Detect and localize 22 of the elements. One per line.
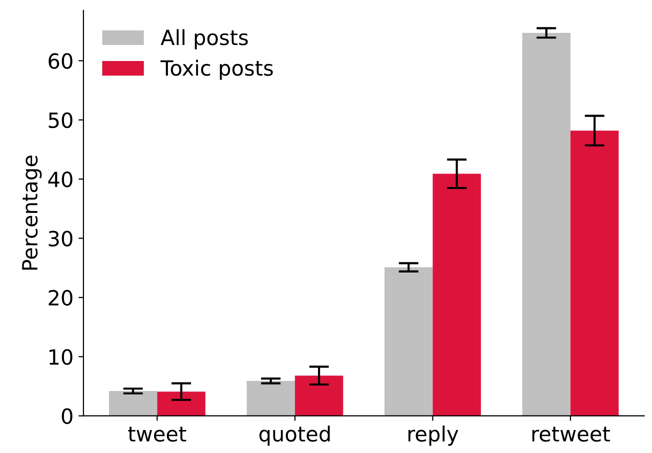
y-tick-label: 0 [62,408,72,424]
y-tick-label: 40 [48,172,72,188]
bar [522,32,570,416]
y-tick-label: 60 [48,53,72,69]
y-tick-label: 30 [48,230,72,246]
x-tick-label: reply [408,426,458,446]
legend-label: All posts [160,29,248,50]
bar [157,392,206,416]
bar [246,380,295,416]
y-tick-label: 10 [50,349,72,365]
y-axis-title: Percentage [22,156,42,270]
x-tick-label: tweet [128,426,186,442]
x-tick-label: quoted [259,426,330,446]
legend-label: Toxic posts [160,60,273,80]
x-tick-label: retweet [532,426,610,442]
y-tick-label: 50 [48,112,72,128]
bar [570,130,619,416]
bar [384,267,433,416]
y-tick-label: 20 [48,290,72,306]
bar [294,376,344,416]
bar [108,390,158,416]
bar [432,174,481,416]
